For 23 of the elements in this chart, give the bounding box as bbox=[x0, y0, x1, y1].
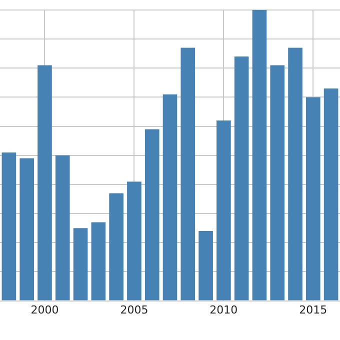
bar bbox=[270, 65, 285, 300]
bar bbox=[324, 88, 338, 300]
bar bbox=[306, 97, 320, 300]
x-tick-label: 2000 bbox=[30, 303, 59, 316]
bar bbox=[162, 94, 178, 300]
x-tick-label: 2015 bbox=[299, 303, 328, 316]
bar bbox=[38, 65, 52, 300]
bar bbox=[234, 56, 249, 300]
bar bbox=[2, 152, 16, 300]
bar bbox=[20, 158, 34, 300]
bar bbox=[144, 129, 160, 300]
bar bbox=[73, 228, 88, 300]
bar bbox=[288, 48, 302, 300]
bar bbox=[109, 193, 124, 300]
bar bbox=[198, 231, 213, 300]
bar bbox=[127, 182, 142, 300]
x-tick-label: 2010 bbox=[210, 303, 238, 316]
bar bbox=[91, 222, 106, 300]
bar bbox=[55, 155, 70, 300]
x-tick-label: 2005 bbox=[120, 303, 148, 316]
bar bbox=[180, 48, 196, 300]
bar bbox=[216, 120, 231, 300]
bar bbox=[252, 10, 267, 300]
